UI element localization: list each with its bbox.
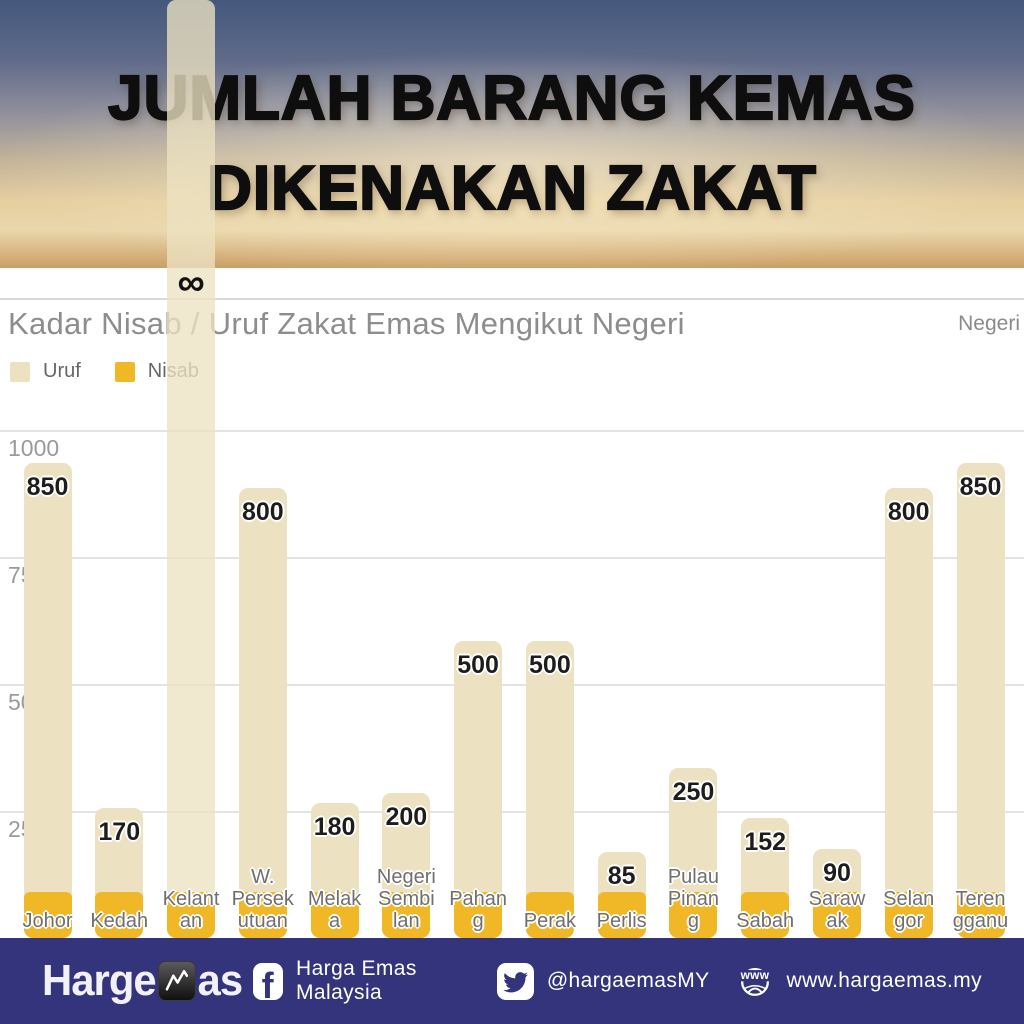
bar-terengganu: 850 [956, 463, 1005, 938]
gridline [0, 557, 1024, 559]
bar-pahang: 500 [454, 640, 503, 938]
svg-text:www: www [739, 968, 769, 982]
chart-widget: Kadar Nisab / Uruf Zakat Emas Mengikut N… [0, 0, 1024, 938]
gridline [0, 430, 1024, 432]
x-axis-label: Johor [22, 910, 73, 932]
bar-value-label: 500 [529, 650, 571, 679]
bar-value-label: 152 [744, 827, 787, 856]
bar-value-label: 180 [313, 813, 356, 842]
nisab-segment [597, 891, 646, 938]
x-axis-label: W. Persek utuan [231, 866, 294, 932]
bar-value-label: 800 [887, 498, 930, 527]
main-title-line2: DIKENAKAN ZAKAT [206, 154, 817, 223]
bar-perak: 500 [525, 640, 574, 938]
bar-value-label: 170 [98, 818, 141, 847]
bar-value-label: 500 [457, 650, 499, 679]
x-axis-label: Saraw ak [808, 888, 866, 932]
nisab-segment [382, 891, 431, 938]
globe-www-icon: www [736, 962, 774, 1000]
gridline [0, 684, 1024, 686]
bar-value-label: 800 [241, 498, 284, 527]
nisab-segment [525, 891, 574, 938]
twitter-label: @hargaemasMY [546, 969, 710, 992]
x-axis-label: Selan gor [883, 888, 935, 932]
x-axis-label: Pahan g [449, 888, 508, 932]
nisab-segment [956, 891, 1005, 938]
x-axis-title: Negeri [958, 312, 1020, 335]
main-title: JUMLAH BARANG KEMAS DIKENAKAN ZAKAT [0, 64, 1024, 223]
nisab-segment [669, 891, 718, 938]
x-axis-label: Kelant an [162, 888, 220, 932]
bar-sabah: 152 [741, 817, 790, 938]
y-tick-label: 1000 [8, 435, 60, 461]
legend-item-uruf: Uruf [10, 360, 81, 383]
nisab-segment [167, 891, 216, 938]
nisab-segment [310, 891, 359, 938]
nisab-segment [95, 891, 144, 938]
bar-value-label: 250 [672, 777, 715, 806]
facebook-icon: f [252, 962, 284, 1000]
x-axis-label: Teren gganu [952, 888, 1009, 932]
bar-pulau-pinang: 250 [669, 767, 718, 938]
bar-negeri-sembilan: 200 [382, 793, 431, 938]
gridline [0, 811, 1024, 813]
logo-text-left: Harge [42, 956, 157, 1005]
nisab-segment [23, 891, 72, 938]
x-axis-label: Perlis [596, 910, 647, 932]
bar-value-label: 85 [607, 861, 636, 890]
bar-value-label: 850 [26, 473, 69, 502]
legend-label-uruf: Uruf [43, 360, 81, 382]
bar-selangor: 800 [884, 488, 933, 938]
header-banner: JUMLAH BARANG KEMAS DIKENAKAN ZAKAT [0, 0, 1024, 268]
nisab-segment [238, 891, 287, 938]
uruf-swatch-icon [10, 361, 30, 382]
nisab-segment [884, 891, 933, 938]
plot-area: 2505007501000850Johor170Kedah∞Kelantan80… [0, 0, 1024, 938]
website-label: www.hargaemas.my [786, 969, 982, 992]
x-axis-label: Melak a [307, 888, 362, 932]
bar-value-label: 200 [385, 803, 428, 832]
website-handle: www www.hargaemas.my [736, 962, 982, 1000]
bar-johor: 850 [23, 463, 72, 938]
bar-kelantan [167, 0, 216, 938]
brand-logo: Harge as [42, 956, 244, 1006]
facebook-label: Harga Emas Malaysia [296, 957, 417, 1004]
x-axis-label: Kedah [90, 910, 149, 932]
chart-title: Kadar Nisab / Uruf Zakat Emas Mengikut N… [8, 306, 685, 341]
bar-kedah: 170 [95, 808, 144, 938]
logo-text-right: as [197, 956, 244, 1005]
nisab-segment [812, 891, 861, 938]
nisab-swatch-icon [114, 361, 135, 382]
x-axis-label: Sabah [736, 910, 795, 932]
nisab-segment [454, 891, 503, 938]
twitter-handle: @hargaemasMY [496, 962, 710, 1000]
infinity-value-label: ∞ [177, 262, 205, 304]
divider-line [0, 298, 1024, 300]
bar-sarawak: 90 [812, 849, 861, 938]
twitter-icon [496, 962, 534, 1000]
footer-bar: Harge as f Harga Emas Malaysia @hargaema… [0, 938, 1024, 1024]
bar-melaka: 180 [310, 803, 359, 938]
x-axis-label: Negeri Sembi lan [376, 866, 436, 932]
x-axis-label: Pulau Pinan g [667, 866, 719, 932]
bar-w-persekutuan: 800 [238, 488, 287, 938]
facebook-handle: f Harga Emas Malaysia [252, 957, 471, 1005]
chart-trend-icon [157, 961, 196, 1001]
bar-value-label: 90 [823, 859, 851, 888]
bar-value-label: 850 [959, 473, 1002, 502]
main-title-line1: JUMLAH BARANG KEMAS [107, 64, 916, 133]
social-links: f Harga Emas Malaysia @hargaemasMY [252, 957, 982, 1005]
nisab-segment [741, 891, 790, 938]
x-axis-label: Perak [523, 910, 576, 932]
bar-perlis: 85 [597, 851, 646, 938]
